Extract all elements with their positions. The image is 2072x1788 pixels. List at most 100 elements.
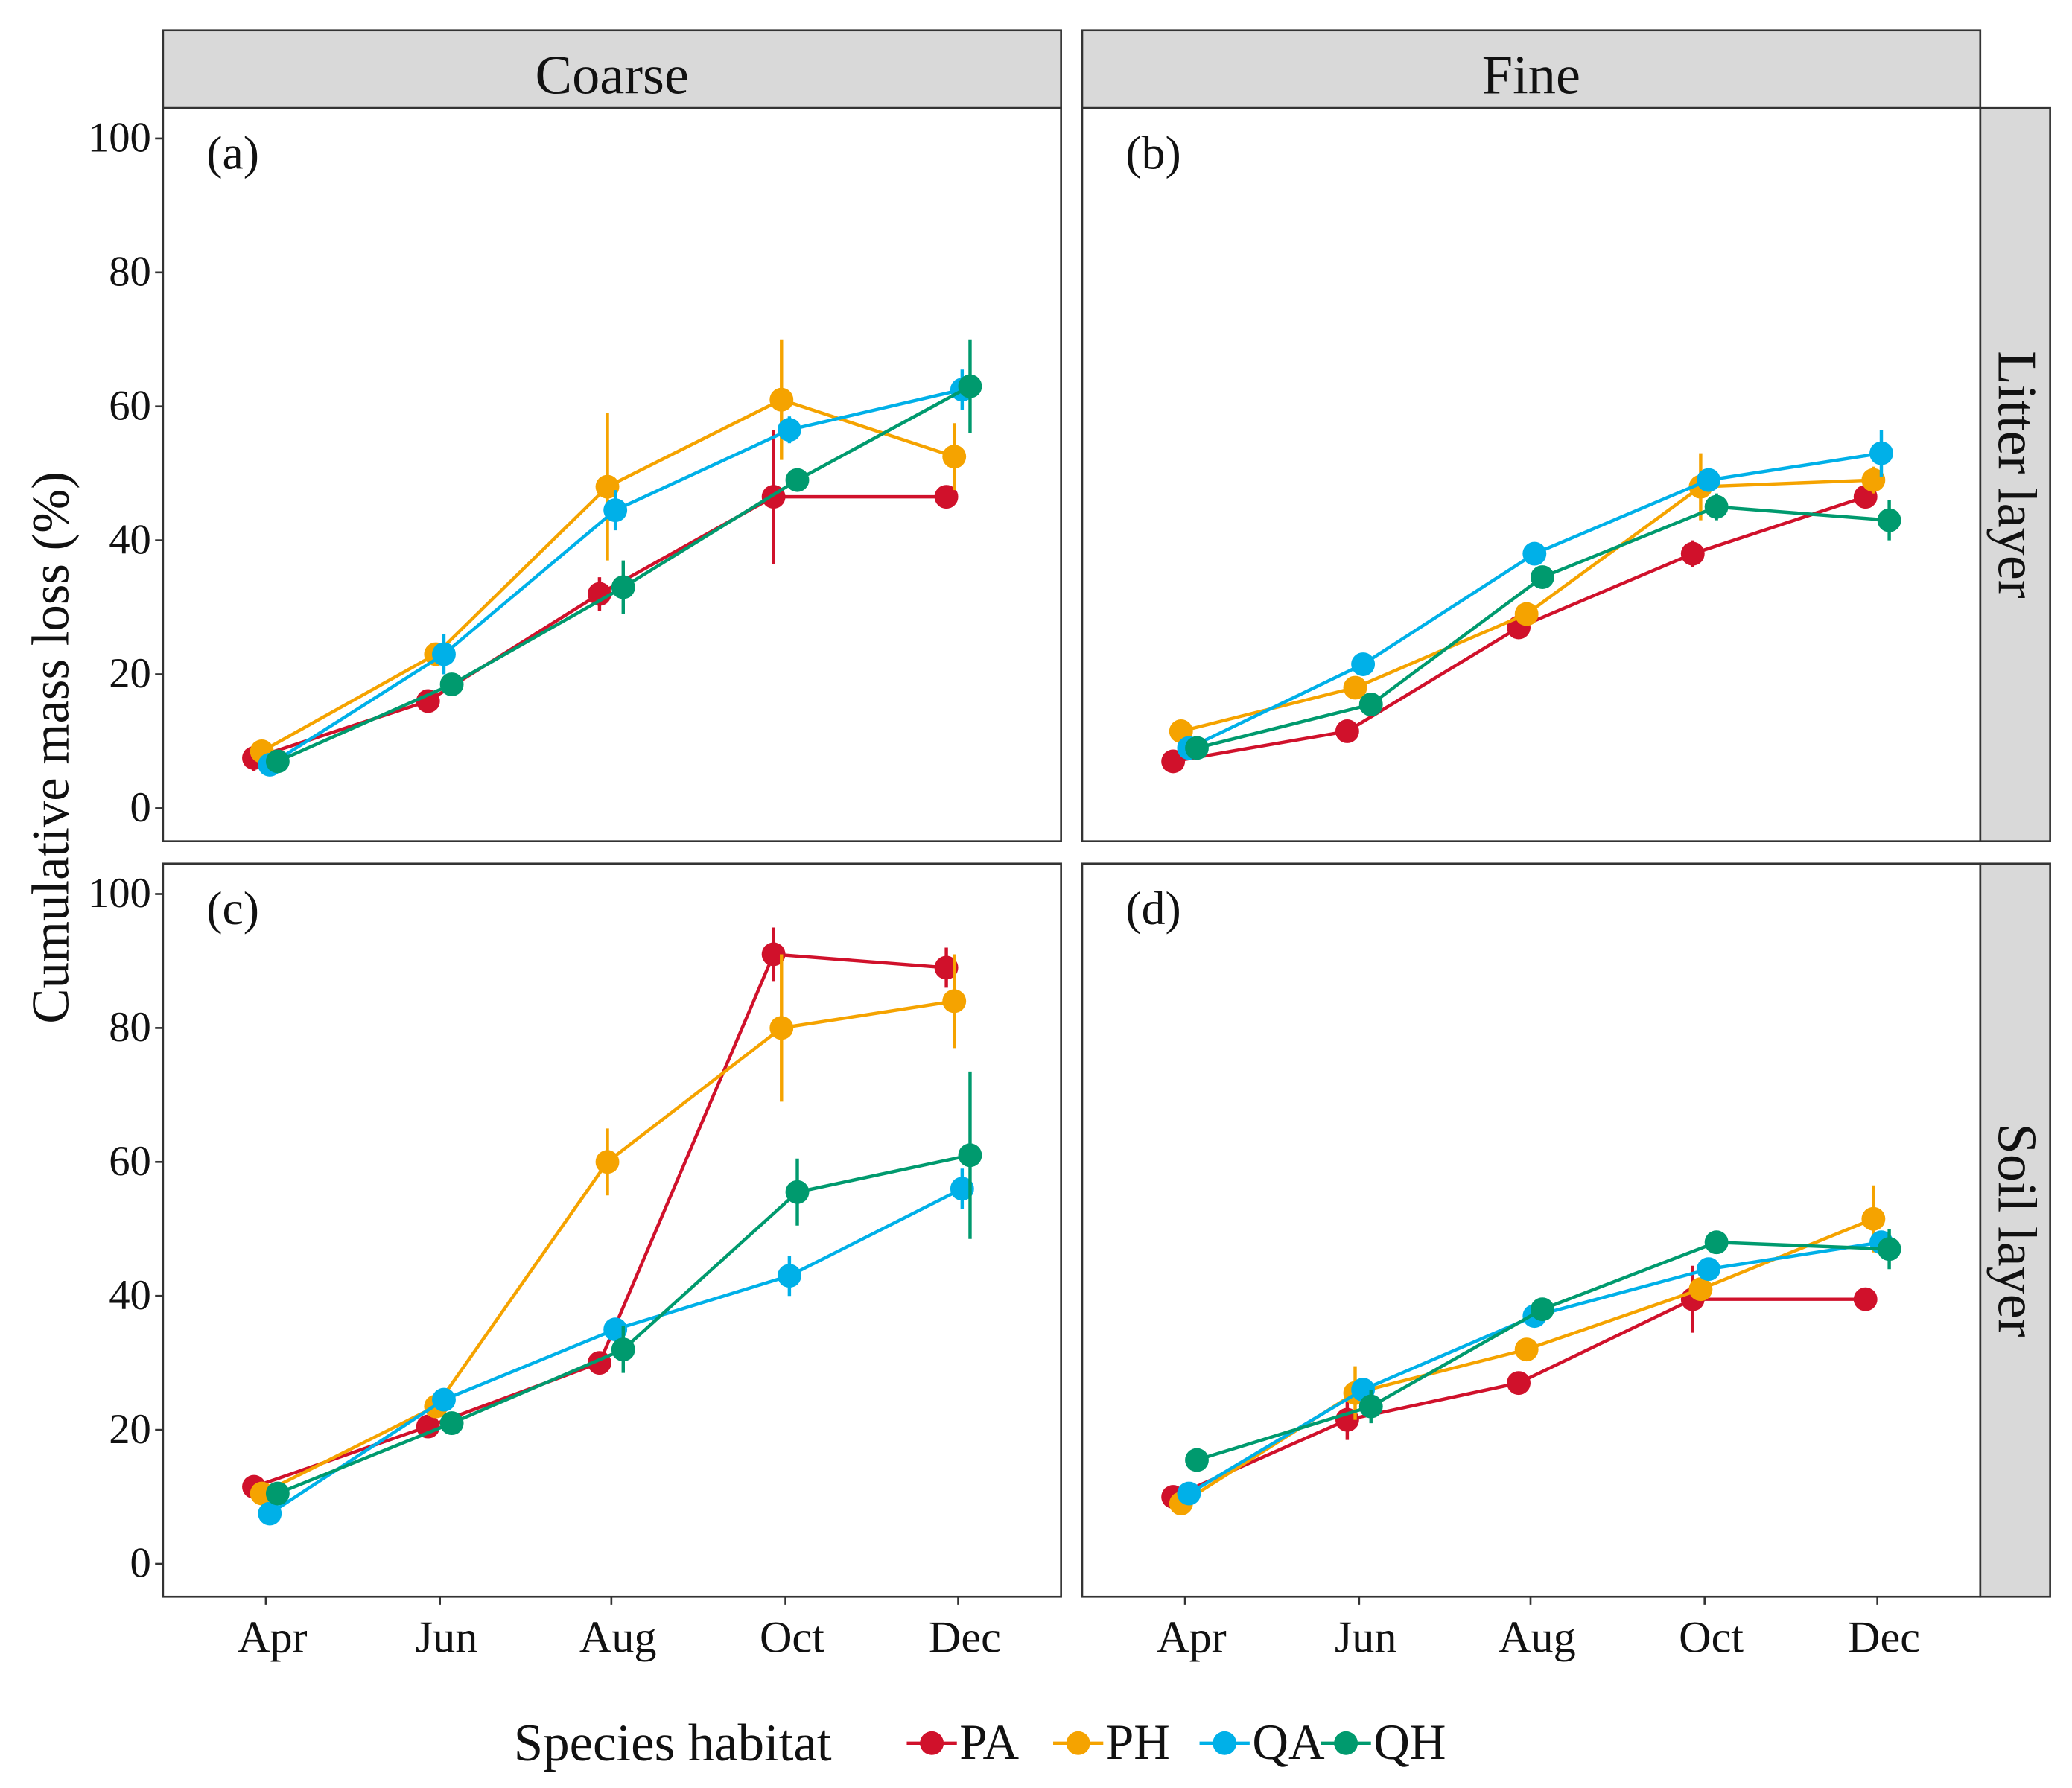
data-point <box>587 582 611 606</box>
y-tick-label: 100 <box>88 871 151 917</box>
data-point <box>1704 494 1729 519</box>
data-point <box>1697 468 1720 492</box>
series-PH <box>1169 1185 1886 1515</box>
facet-label: Litter layer <box>1986 351 2047 599</box>
data-point <box>934 955 959 980</box>
data-point <box>1185 1448 1209 1472</box>
series-QH <box>265 1071 982 1506</box>
y-tick-label: 100 <box>88 115 151 162</box>
data-point <box>942 989 967 1014</box>
legend-label: PA <box>959 1714 1019 1770</box>
data-point <box>1351 652 1376 676</box>
data-point <box>1697 1257 1720 1282</box>
data-point <box>1869 441 1893 465</box>
y-tick-label: 40 <box>109 1273 151 1319</box>
data-point <box>416 689 440 713</box>
data-point <box>1161 749 1186 774</box>
y-tick-label: 40 <box>109 517 151 563</box>
facet-strip-coarse <box>162 29 1062 109</box>
series-QH <box>1185 493 1901 760</box>
data-point <box>1185 736 1209 760</box>
data-point <box>611 1337 635 1362</box>
facet-label: Soil layer <box>1986 1123 2047 1337</box>
data-point <box>439 1411 464 1436</box>
data-point <box>258 1501 282 1526</box>
x-tick-label: Jun <box>416 1613 478 1663</box>
data-point <box>761 942 786 967</box>
legend-title: Species habitat <box>514 1714 832 1772</box>
y-tick-label: 20 <box>109 651 151 697</box>
panel-border <box>1081 862 1982 1598</box>
y-tick-label: 0 <box>130 1541 151 1587</box>
data-point <box>958 374 982 398</box>
data-point <box>958 1143 982 1168</box>
data-point <box>265 1481 290 1506</box>
data-point <box>1853 1287 1878 1311</box>
data-point <box>603 1317 628 1342</box>
data-point <box>1530 1297 1554 1322</box>
panel-label: (d) <box>1125 882 1180 935</box>
y-axis-label: Cumulative mass loss (%) <box>22 471 80 1023</box>
x-tick-label: Jun <box>1335 1613 1397 1663</box>
legend: Species habitat PA PH QA QH <box>514 1714 1446 1772</box>
data-point <box>934 485 959 509</box>
data-point <box>265 749 290 774</box>
data-point <box>1514 1337 1539 1362</box>
facet-label: Coarse <box>535 45 688 106</box>
series-QA <box>258 1168 974 1526</box>
legend-item-QA: QA <box>1199 1714 1325 1770</box>
series-QH <box>1185 1229 1901 1472</box>
panel-c: (c) 0 20 40 60 80 100 Apr Jun Aug Oct Dec <box>88 862 1062 1663</box>
facet-label: Fine <box>1482 45 1580 106</box>
x-tick-label: Dec <box>929 1613 1001 1663</box>
legend-label: PH <box>1106 1714 1170 1770</box>
data-point <box>1704 1230 1729 1255</box>
data-point <box>439 672 464 696</box>
data-point <box>1507 1371 1531 1396</box>
data-point <box>1877 1237 1901 1262</box>
facet-strip-row <box>1979 862 2051 1598</box>
data-point <box>1530 565 1554 590</box>
panel-d: (d) Apr Jun Aug Oct Dec <box>1081 862 1982 1663</box>
panel-label: (c) <box>206 882 259 935</box>
data-point <box>1177 1481 1201 1506</box>
data-point <box>1877 508 1901 532</box>
y-tick-label: 0 <box>130 785 151 831</box>
panel-a: (a) 0 20 40 60 80 100 <box>88 106 1062 843</box>
data-point <box>1861 1206 1886 1231</box>
x-tick-label: Oct <box>1679 1613 1744 1663</box>
y-tick-label: 20 <box>109 1407 151 1453</box>
data-point <box>603 498 628 523</box>
data-point <box>1358 693 1383 716</box>
data-point <box>769 387 794 412</box>
x-tick-label: Apr <box>1157 1613 1227 1663</box>
data-point <box>432 1387 456 1412</box>
data-point <box>1861 468 1886 492</box>
legend-item-PH: PH <box>1053 1714 1170 1770</box>
data-point <box>785 1180 810 1204</box>
legend-label: QA <box>1252 1714 1325 1770</box>
legend-item-PA: PA <box>906 1714 1020 1770</box>
panel-label: (a) <box>206 127 259 179</box>
panel-b: (b) <box>1081 106 1982 843</box>
data-point <box>777 418 801 442</box>
data-point <box>942 445 967 469</box>
y-tick-label: 80 <box>109 249 151 296</box>
data-point <box>1522 541 1547 566</box>
data-point <box>595 474 620 499</box>
data-point <box>950 1177 974 1201</box>
data-point <box>1514 602 1539 626</box>
x-tick-label: Dec <box>1848 1613 1920 1663</box>
panel-label: (b) <box>1125 127 1180 179</box>
data-point <box>769 1016 794 1040</box>
legend-label: QH <box>1373 1714 1446 1770</box>
data-point <box>1358 1394 1383 1419</box>
x-tick-label: Aug <box>1499 1613 1576 1663</box>
y-tick-label: 60 <box>109 1139 151 1185</box>
facet-strip-fine <box>1081 29 1982 109</box>
legend-key-point <box>1213 1731 1237 1755</box>
legend-key-point <box>920 1731 944 1755</box>
legend-key-point <box>1334 1731 1358 1755</box>
data-point <box>611 575 635 599</box>
